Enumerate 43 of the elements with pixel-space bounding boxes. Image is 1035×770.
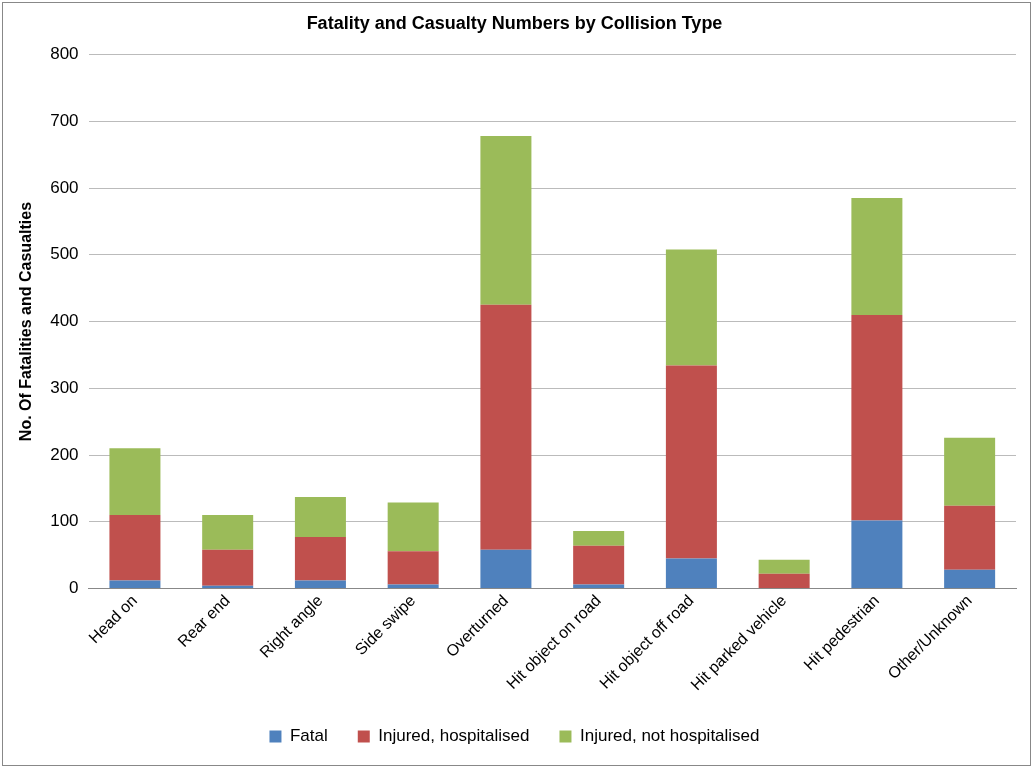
y-tick-label: 300 — [50, 377, 79, 397]
bar — [944, 505, 996, 570]
bar — [851, 198, 903, 315]
y-tick-label: 700 — [50, 111, 79, 131]
y-tick-label: 0 — [69, 578, 79, 598]
bar — [109, 580, 161, 588]
bar — [944, 437, 996, 506]
bar — [294, 537, 346, 581]
y-axis-title: No. Of Fatalities and Casualties — [17, 201, 35, 442]
bar — [294, 580, 346, 588]
y-tick-label: 400 — [50, 311, 79, 331]
bar — [480, 136, 532, 305]
legend-label: Injured, hospitalised — [378, 726, 530, 746]
bar — [202, 515, 254, 550]
bar — [665, 365, 717, 559]
y-tick-label: 600 — [50, 177, 79, 197]
bar — [480, 549, 532, 588]
bar — [202, 585, 254, 588]
bar — [573, 545, 625, 585]
bar — [109, 515, 161, 581]
bar — [202, 549, 254, 586]
bar — [387, 502, 439, 552]
legend-label: Fatal — [289, 726, 328, 746]
y-tick-label: 100 — [50, 511, 79, 531]
bar — [573, 531, 625, 546]
chart-title: Fatality and Casualty Numbers by Collision Type — [306, 12, 723, 33]
bar — [665, 249, 717, 366]
bar — [480, 304, 532, 550]
bar — [758, 573, 810, 588]
bar — [573, 584, 625, 588]
legend-label: Injured, not hospitalised — [579, 726, 760, 746]
y-tick-label: 200 — [50, 444, 79, 464]
bar — [387, 584, 439, 588]
y-tick-label: 500 — [50, 244, 79, 264]
bar — [758, 559, 810, 574]
bar — [387, 551, 439, 585]
bar — [851, 520, 903, 588]
bar — [109, 448, 161, 516]
bar — [665, 558, 717, 588]
y-tick-label: 800 — [50, 44, 79, 64]
bar — [944, 569, 996, 588]
bar — [851, 314, 903, 521]
bar — [294, 497, 346, 538]
